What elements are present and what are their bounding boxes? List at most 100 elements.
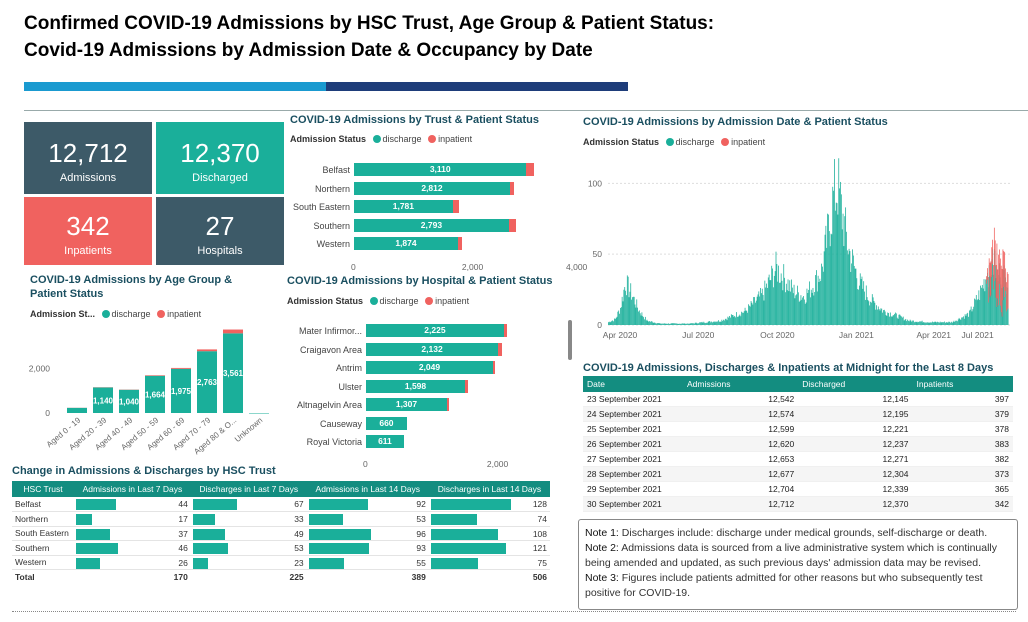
cell-value: 53 [416,514,426,524]
column-header[interactable]: Admissions in Last 14 Days [306,481,429,497]
discharge-bar[interactable] [223,333,243,413]
inpatient-bar[interactable] [508,218,516,232]
column-header[interactable]: Discharges in Last 7 Days [190,481,307,497]
table-row[interactable]: 25 September 2021 12,599 12,221 378 [583,421,1013,437]
legend-discharge[interactable]: discharge [382,134,422,144]
table-row[interactable]: Western 26 23 55 75 [12,555,550,570]
daily-discharge-bar [983,279,985,325]
discharge-bar[interactable] [145,375,165,413]
legend-inpatient[interactable]: inpatient [731,137,766,147]
cell-value: 44 [178,499,188,509]
table-row[interactable]: 24 September 2021 12,574 12,195 379 [583,406,1013,422]
inpatient-bar[interactable] [492,361,495,374]
legend-discharge[interactable]: discharge [675,137,715,147]
daily-discharge-bar [641,312,643,325]
inpatient-bar[interactable] [498,342,502,356]
discharge-bar[interactable] [93,387,113,414]
discharge-bar[interactable] [119,389,139,413]
table-row[interactable]: 26 September 2021 12,620 12,237 383 [583,436,1013,452]
legend-inpatient[interactable]: inpatient [167,309,202,319]
daily-discharge-bar [875,309,877,325]
discharge-bar[interactable] [354,163,527,176]
discharge-bar[interactable] [249,413,269,414]
discharge-bar[interactable] [366,324,504,337]
legend-inpatient[interactable]: inpatient [438,134,473,144]
bar-category-label: Mater Infirmor... [298,326,362,336]
bar-data-label: 2,132 [421,343,443,354]
inpatient-bar[interactable] [465,379,469,393]
table-row[interactable]: 30 September 2021 12,712 12,370 342 [583,496,1013,512]
bar-category-label: Ulster [338,381,362,392]
inpatient-bar[interactable] [171,367,191,369]
cell-value: 170 [173,572,188,582]
column-header[interactable]: Admissions in Last 7 Days [74,481,191,497]
discharge-bar[interactable] [366,342,499,356]
discharge-bar[interactable] [366,435,404,448]
daily-discharge-bar [887,312,889,325]
inpatient-bar[interactable] [197,349,217,352]
discharge-bar[interactable] [354,200,453,213]
daily-discharge-bar [846,250,848,325]
table-row[interactable]: 27 September 2021 12,653 12,271 382 [583,451,1013,467]
note-label: Note 2: [585,542,619,554]
legend-discharge[interactable]: discharge [379,296,419,306]
daily-discharge-bar [813,295,815,325]
kpi-hospitals[interactable]: 27 Hospitals [156,197,284,265]
discharge-bar[interactable] [366,398,447,411]
x-tick-label: 0 [351,262,356,272]
legend-discharge[interactable]: discharge [111,309,151,319]
inpatient-bar[interactable] [457,237,463,250]
inpatient-bar[interactable] [509,181,515,195]
daily-discharge-bar [774,271,776,325]
kpi-inpatients[interactable]: 342 Inpatients [24,197,152,265]
inpatient-bar[interactable] [503,324,507,337]
daily-discharge-bar [985,279,987,325]
table-total-row[interactable]: Total 170 225 389 506 [12,569,550,584]
value-cell: 382 [912,451,1013,467]
discharge-bar[interactable] [366,361,493,374]
legend-inpatient[interactable]: inpatient [435,296,470,306]
discharge-bar[interactable] [354,181,510,195]
discharge-bar[interactable] [354,237,458,250]
scrollbar-thumb[interactable] [568,320,572,360]
daily-discharge-bar [609,322,611,325]
daily-discharge-bar [783,264,785,325]
discharge-bar[interactable] [366,416,407,430]
kpi-admissions[interactable]: 12,712 Admissions [24,122,152,194]
column-header[interactable]: Discharged [798,376,913,392]
discharge-bar[interactable] [67,407,87,413]
table-row[interactable]: 28 September 2021 12,677 12,304 373 [583,466,1013,482]
inpatient-bar[interactable] [446,398,449,411]
daily-discharge-bar [917,322,919,325]
daily-discharge-bar [926,322,927,325]
note-text: Figures include patients admitted for ot… [585,572,983,599]
daily-discharge-bar [923,322,925,325]
daily-discharge-bar [745,310,747,325]
inpatient-bar[interactable] [526,163,534,176]
kpi-discharged[interactable]: 12,370 Discharged [156,122,284,194]
discharge-bar[interactable] [366,379,465,393]
inpatient-bar[interactable] [452,200,459,213]
column-header[interactable]: Date [583,376,683,392]
value-cell: 33 [190,511,307,527]
discharge-bar[interactable] [354,218,509,232]
column-header[interactable]: Discharges in Last 14 Days [428,481,550,497]
table-row[interactable]: Belfast 44 67 92 128 [12,497,550,512]
daily-discharge-bar [653,322,655,325]
column-header[interactable]: HSC Trust [12,481,74,497]
table-row[interactable]: Southern 46 53 93 121 [12,540,550,556]
discharge-bar[interactable] [197,351,217,413]
value-cell: 23 [190,555,307,570]
inpatient-bar[interactable] [223,329,243,334]
table-row[interactable]: South Eastern 37 49 96 108 [12,526,550,541]
daily-discharge-bar [730,317,731,325]
daily-discharge-bar [707,321,709,325]
column-header[interactable]: Admissions [683,376,799,392]
column-header[interactable]: Inpatients [912,376,1013,392]
table-row[interactable]: 29 September 2021 12,704 12,339 365 [583,481,1013,497]
table-row[interactable]: Northern 17 33 53 74 [12,511,550,527]
inpatient-bar[interactable] [145,375,165,376]
discharge-bar[interactable] [171,368,191,413]
daily-discharge-bar [889,316,890,325]
table-row[interactable]: 23 September 2021 12,542 12,145 397 [583,392,1013,407]
